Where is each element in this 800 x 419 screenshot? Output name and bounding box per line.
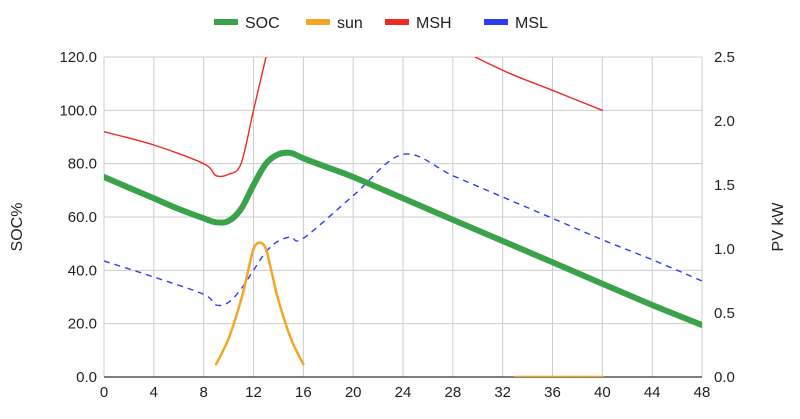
- series-line-msh: [104, 57, 603, 178]
- series-line-sun: [214, 241, 305, 366]
- x-tick-label: 16: [295, 384, 312, 401]
- y-tick-label-right: 0.5: [714, 305, 735, 322]
- y-tick-label-left: 60.0: [68, 209, 97, 226]
- y-tick-label-right: 0.0: [714, 369, 735, 386]
- y-tick-label-left: 0.0: [76, 369, 97, 386]
- legend-label: MSH: [416, 15, 452, 32]
- x-tick-label: 36: [544, 384, 561, 401]
- x-axis-ticks: 0 4 8 12 16 20 24 28 32 36 40 44 48: [100, 384, 711, 401]
- x-tick-label: 32: [494, 384, 511, 401]
- x-tick-label: 0: [100, 384, 108, 401]
- y-axis-title-right: PV kW: [770, 202, 787, 252]
- y-tick-label-right: 2.5: [714, 49, 735, 66]
- x-tick-label: 48: [694, 384, 711, 401]
- x-tick-label: 28: [444, 384, 461, 401]
- y-tick-label-right: 2.0: [714, 113, 735, 130]
- legend-label: sun: [337, 15, 363, 32]
- series-line-msl: [104, 153, 702, 307]
- left-axis-ticks: 0.0 20.0 40.0 60.0 80.0 100.0 120.0: [59, 49, 97, 386]
- y-axis-title-left: SOC%: [9, 203, 26, 252]
- x-tick-label: 24: [395, 384, 412, 401]
- legend-label: SOC: [245, 15, 280, 32]
- legend-label: MSL: [515, 15, 548, 32]
- y-tick-label-left: 100.0: [59, 102, 97, 119]
- y-tick-label-left: 80.0: [68, 156, 97, 173]
- x-tick-label: 12: [245, 384, 262, 401]
- legend-item-msh: MSH: [385, 15, 452, 32]
- legend: SOC sun MSH MSL: [214, 15, 548, 32]
- series-layer: [104, 57, 702, 377]
- x-tick-label: 44: [644, 384, 661, 401]
- x-tick-label: 40: [594, 384, 611, 401]
- x-tick-label: 4: [150, 384, 158, 401]
- y-tick-label-left: 20.0: [68, 316, 97, 333]
- y-tick-label-left: 120.0: [59, 49, 97, 66]
- series-line-soc: [104, 149, 702, 328]
- right-axis-ticks: 0.0 0.5 1.0 1.5 2.0 2.5: [714, 49, 735, 386]
- legend-item-soc: SOC: [214, 15, 280, 32]
- y-tick-label-right: 1.0: [714, 241, 735, 258]
- x-tick-label: 20: [345, 384, 362, 401]
- x-tick-label: 8: [199, 384, 207, 401]
- y-tick-label-right: 1.5: [714, 177, 735, 194]
- legend-item-msl: MSL: [484, 15, 548, 32]
- y-tick-label-left: 40.0: [68, 262, 97, 279]
- legend-item-sun: sun: [306, 15, 363, 32]
